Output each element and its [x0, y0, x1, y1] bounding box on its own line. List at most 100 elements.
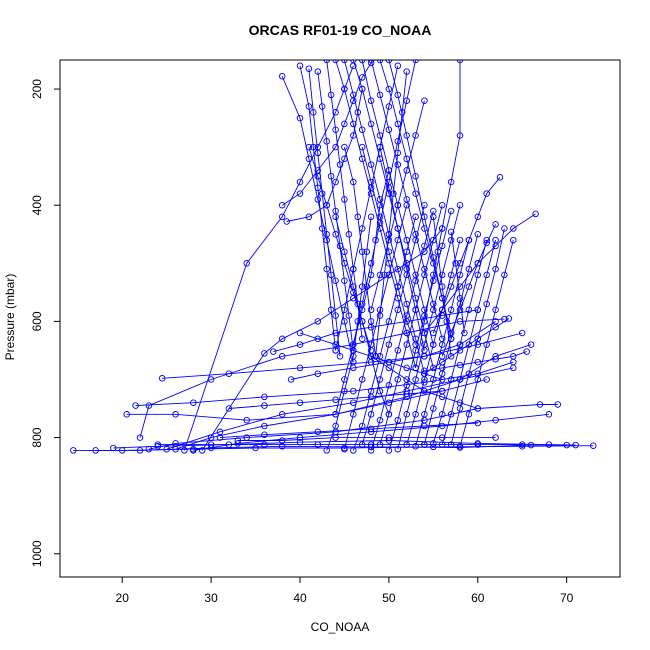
series-line [432, 239, 488, 444]
series-32 [447, 225, 508, 448]
data-point [385, 85, 393, 93]
data-point [421, 97, 428, 104]
data-point [430, 271, 437, 279]
data-point [372, 353, 379, 360]
data-point [465, 306, 473, 314]
data-point [447, 271, 455, 279]
data-point [123, 411, 130, 418]
x-tick-label: 20 [116, 591, 130, 605]
series-line [299, 65, 337, 351]
data-point [376, 196, 384, 203]
data-point [430, 405, 437, 412]
data-point [110, 444, 117, 452]
data-point [363, 283, 370, 290]
data-point [403, 318, 410, 325]
data-point [261, 441, 268, 448]
data-point [367, 97, 375, 104]
series-line [432, 216, 452, 357]
data-point [447, 228, 455, 236]
data-point [492, 236, 499, 244]
data-point [456, 201, 464, 209]
data-point [350, 283, 357, 290]
series-line [162, 332, 523, 379]
data-point [492, 355, 499, 363]
data-point [296, 62, 304, 70]
x-tick-label: 30 [204, 591, 218, 605]
data-point [278, 353, 286, 360]
data-point [456, 306, 464, 314]
data-point [465, 411, 473, 418]
data-point [358, 376, 366, 383]
y-tick-label: 600 [30, 311, 44, 331]
data-point [438, 283, 446, 290]
data-point [421, 318, 428, 325]
data-point [474, 231, 482, 238]
data-point [350, 447, 357, 454]
x-tick-label: 50 [382, 591, 396, 605]
series-line [361, 146, 417, 345]
series-line [343, 205, 408, 450]
data-point [310, 143, 317, 151]
series-line [343, 146, 377, 357]
data-point [341, 277, 348, 284]
data-point [403, 300, 410, 308]
data-point [376, 312, 384, 319]
data-point [381, 271, 388, 279]
data-point [412, 443, 419, 450]
data-point [438, 422, 446, 430]
data-point [314, 441, 322, 448]
data-point [318, 225, 326, 232]
data-point [518, 441, 526, 448]
data-point [412, 306, 419, 314]
series-35 [341, 60, 428, 377]
data-point [278, 437, 286, 444]
data-point [438, 201, 446, 209]
data-point [474, 213, 482, 221]
data-point [358, 318, 366, 325]
data-point [350, 411, 357, 418]
data-point [465, 341, 473, 348]
data-point [327, 306, 335, 314]
data-point [474, 358, 482, 366]
data-point [358, 85, 366, 93]
data-point [323, 201, 330, 209]
chart-title: ORCAS RF01-19 CO_NOAA [249, 22, 432, 38]
data-point [545, 411, 553, 418]
data-point [207, 434, 215, 441]
data-point [474, 306, 482, 314]
data-point [341, 306, 348, 314]
data-point [278, 73, 286, 80]
series-line [370, 355, 478, 409]
data-point [456, 132, 464, 139]
data-point [430, 213, 437, 221]
data-point [310, 109, 317, 116]
data-point [412, 376, 419, 383]
data-point [532, 210, 539, 218]
data-point [92, 447, 99, 454]
data-point [367, 120, 375, 128]
data-point [261, 402, 268, 409]
data-point [430, 440, 437, 447]
data-point [243, 260, 250, 267]
series-67 [234, 434, 499, 444]
data-point [341, 376, 348, 383]
data-point [367, 411, 375, 418]
data-point [403, 236, 410, 244]
data-point [421, 329, 428, 337]
x-tick-label: 60 [471, 591, 485, 605]
data-point [341, 248, 348, 255]
data-point [527, 441, 535, 449]
data-point [438, 294, 446, 302]
data-point [243, 416, 250, 424]
data-point [474, 335, 482, 343]
data-point [350, 178, 357, 186]
data-point [287, 376, 295, 383]
data-point [145, 402, 153, 409]
data-point [447, 353, 455, 360]
data-point [518, 329, 526, 337]
data-point [376, 143, 384, 151]
data-point [403, 329, 410, 337]
data-point [412, 341, 419, 348]
data-point [447, 283, 455, 290]
series-line [228, 390, 443, 409]
